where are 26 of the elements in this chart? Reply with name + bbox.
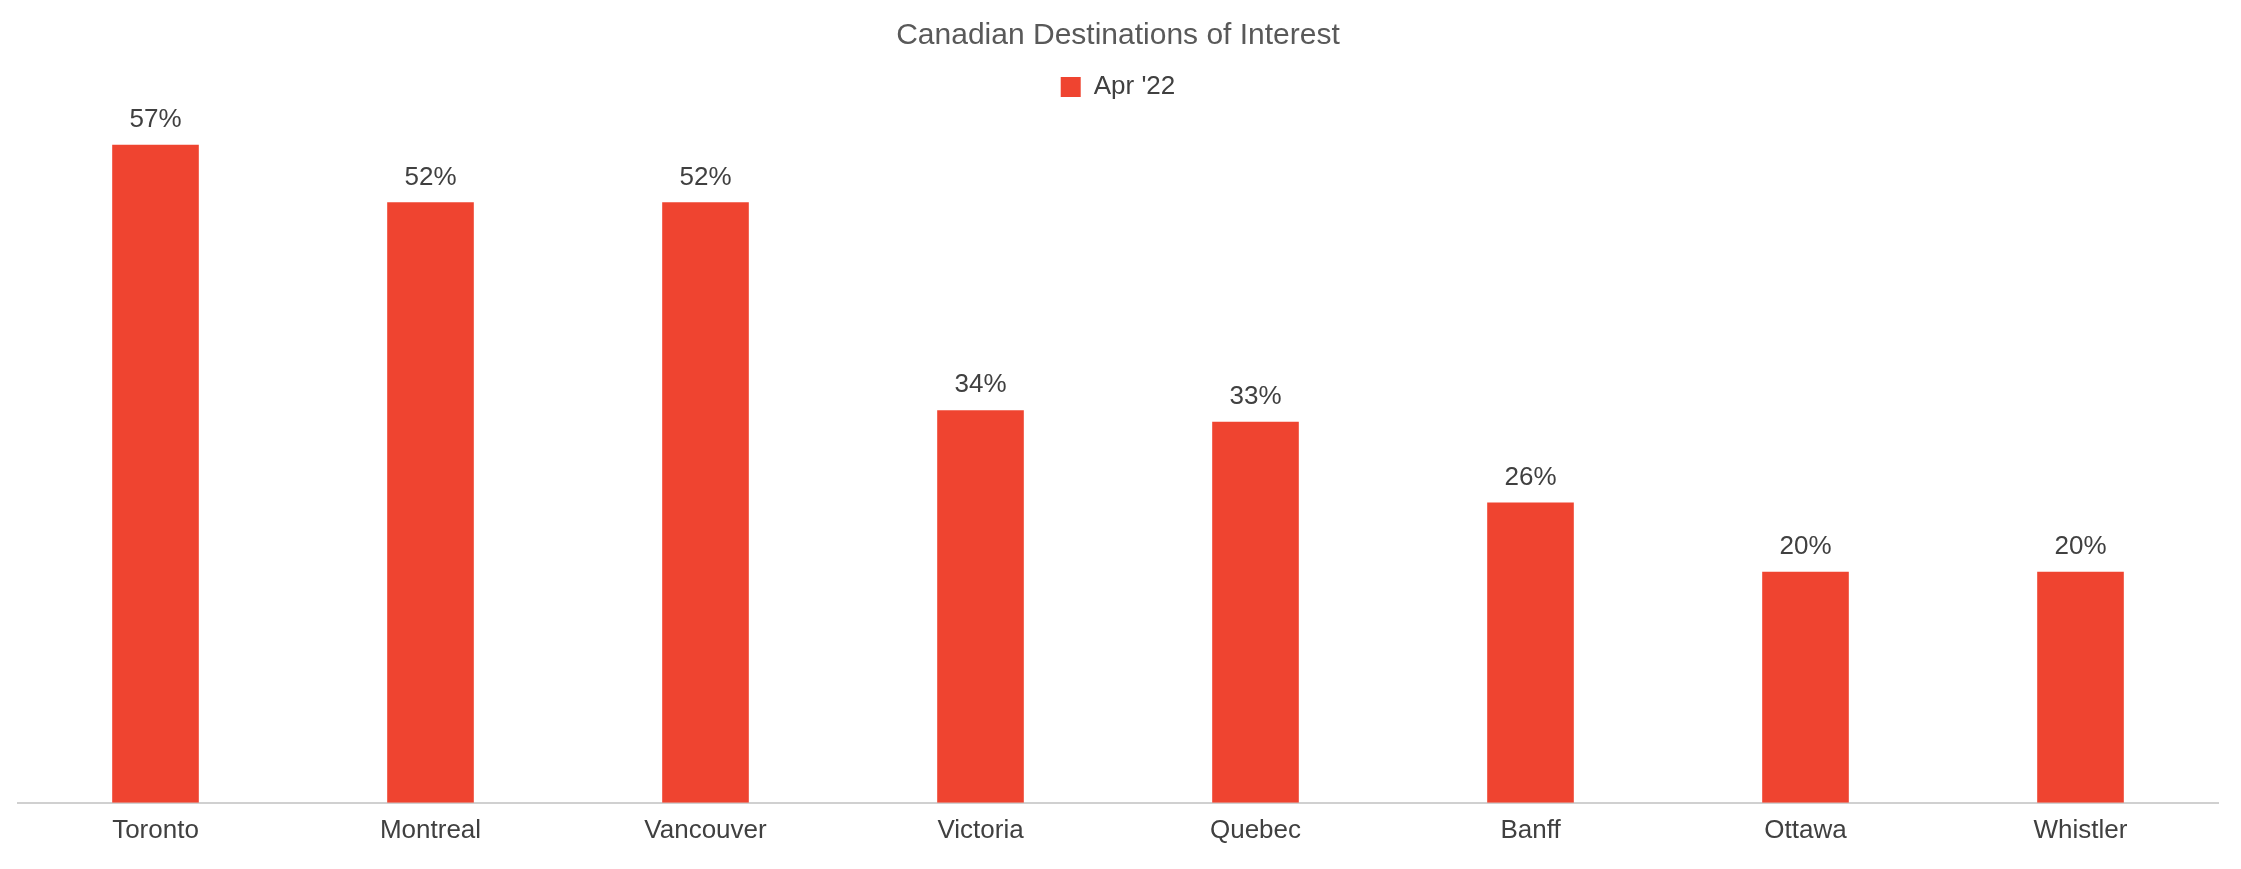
bar bbox=[1762, 571, 1849, 803]
x-tick-label: Quebec bbox=[1209, 813, 1302, 844]
x-tick-label: Banff bbox=[1500, 813, 1562, 844]
x-tick-label: Vancouver bbox=[644, 813, 768, 844]
bar bbox=[1212, 421, 1299, 803]
x-tick-label: Whistler bbox=[2033, 813, 2128, 844]
bar bbox=[2037, 571, 2124, 803]
x-tick-label: Ottawa bbox=[1764, 813, 1848, 844]
x-tick-label: Toronto bbox=[112, 813, 199, 844]
data-label: 33% bbox=[1229, 379, 1282, 410]
data-label: 20% bbox=[1779, 530, 1832, 561]
chart-title: Canadian Destinations of Interest bbox=[896, 17, 1341, 51]
data-label: 52% bbox=[679, 160, 732, 191]
bar bbox=[662, 202, 749, 803]
data-label: 34% bbox=[954, 368, 1007, 399]
data-label: 26% bbox=[1504, 460, 1557, 491]
bar bbox=[937, 410, 1024, 803]
legend-label: Apr '22 bbox=[1093, 70, 1176, 101]
x-tick-label: Montreal bbox=[379, 813, 482, 844]
data-label: 57% bbox=[129, 102, 182, 133]
bar bbox=[112, 144, 199, 803]
x-tick-label: Victoria bbox=[937, 813, 1025, 844]
bar bbox=[1487, 502, 1574, 803]
bar bbox=[387, 202, 474, 803]
data-label: 20% bbox=[2054, 530, 2107, 561]
data-label: 52% bbox=[404, 160, 457, 191]
